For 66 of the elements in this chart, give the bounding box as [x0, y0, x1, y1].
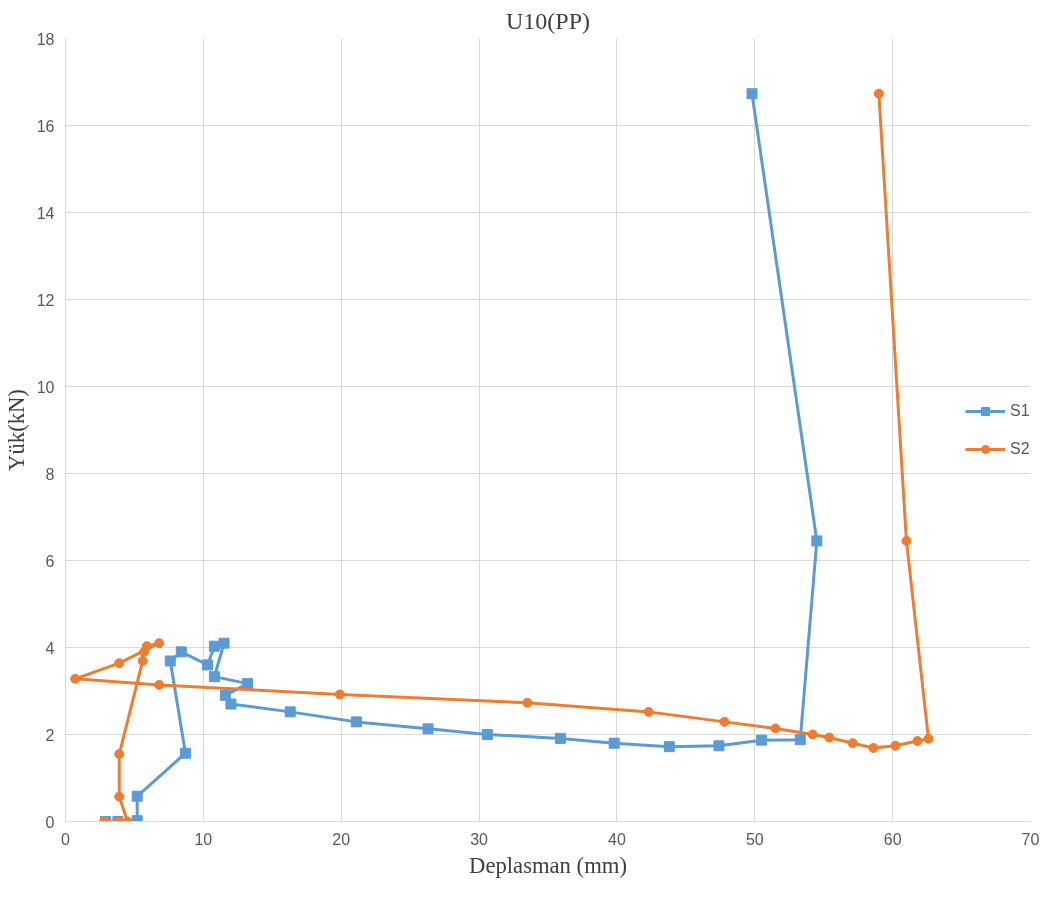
- point: [923, 733, 934, 744]
- point: [131, 790, 143, 802]
- y-tick-label: 0: [45, 813, 55, 831]
- chart-title: U10(PP): [505, 7, 591, 34]
- point: [663, 741, 675, 753]
- x-tick-label: 60: [883, 830, 902, 848]
- point: [179, 747, 191, 759]
- point: [901, 535, 912, 546]
- x-tick-label: 0: [61, 830, 71, 848]
- point: [481, 729, 493, 740]
- point: [554, 732, 566, 744]
- x-tick-label: 50: [745, 830, 764, 848]
- point: [201, 659, 213, 671]
- point: [868, 742, 879, 753]
- point: [719, 716, 730, 727]
- point: [114, 791, 125, 802]
- point: [114, 749, 125, 760]
- point: [756, 734, 768, 746]
- legend-label: S1: [1010, 401, 1030, 420]
- point: [746, 88, 758, 100]
- point: [770, 723, 781, 734]
- point: [334, 689, 345, 700]
- y-tick-label: 14: [36, 204, 55, 222]
- point: [807, 729, 818, 740]
- y-tick-label: 8: [45, 465, 55, 483]
- point: [141, 641, 152, 652]
- point: [164, 655, 176, 667]
- point: [890, 740, 901, 751]
- y-tick-label: 2: [45, 726, 55, 744]
- y-tick-label: 18: [36, 30, 55, 48]
- y-tick-label: 16: [36, 117, 55, 135]
- point: [154, 679, 165, 690]
- point: [208, 671, 220, 683]
- x-tick-label: 70: [1021, 830, 1040, 848]
- x-tick-label: 40: [608, 830, 626, 848]
- x-tick-label: 20: [332, 830, 351, 848]
- point: [912, 736, 923, 747]
- point: [608, 737, 620, 749]
- point: [175, 646, 187, 658]
- point: [873, 88, 884, 99]
- point: [70, 673, 81, 684]
- point: [794, 734, 806, 746]
- point: [713, 740, 725, 752]
- point: [422, 723, 434, 735]
- y-axis-title: Yük(kN): [3, 389, 29, 471]
- y-tick-label: 6: [45, 552, 55, 570]
- point: [225, 698, 237, 710]
- point: [218, 637, 230, 649]
- point: [811, 535, 823, 547]
- x-axis-title: Deplasman (mm): [469, 852, 627, 878]
- x-tick-label: 30: [470, 830, 489, 848]
- point: [154, 638, 165, 649]
- point: [114, 658, 125, 669]
- y-tick-label: 10: [36, 378, 55, 396]
- point: [643, 706, 654, 717]
- point: [350, 716, 362, 728]
- legend-label: S2: [1010, 439, 1030, 458]
- point: [284, 706, 296, 718]
- point: [847, 738, 858, 749]
- x-tick-label: 10: [194, 830, 213, 848]
- point: [241, 678, 253, 690]
- point: [137, 655, 148, 666]
- y-tick-label: 12: [36, 291, 55, 309]
- point: [824, 732, 835, 743]
- y-tick-label: 4: [45, 639, 55, 657]
- point: [522, 697, 533, 708]
